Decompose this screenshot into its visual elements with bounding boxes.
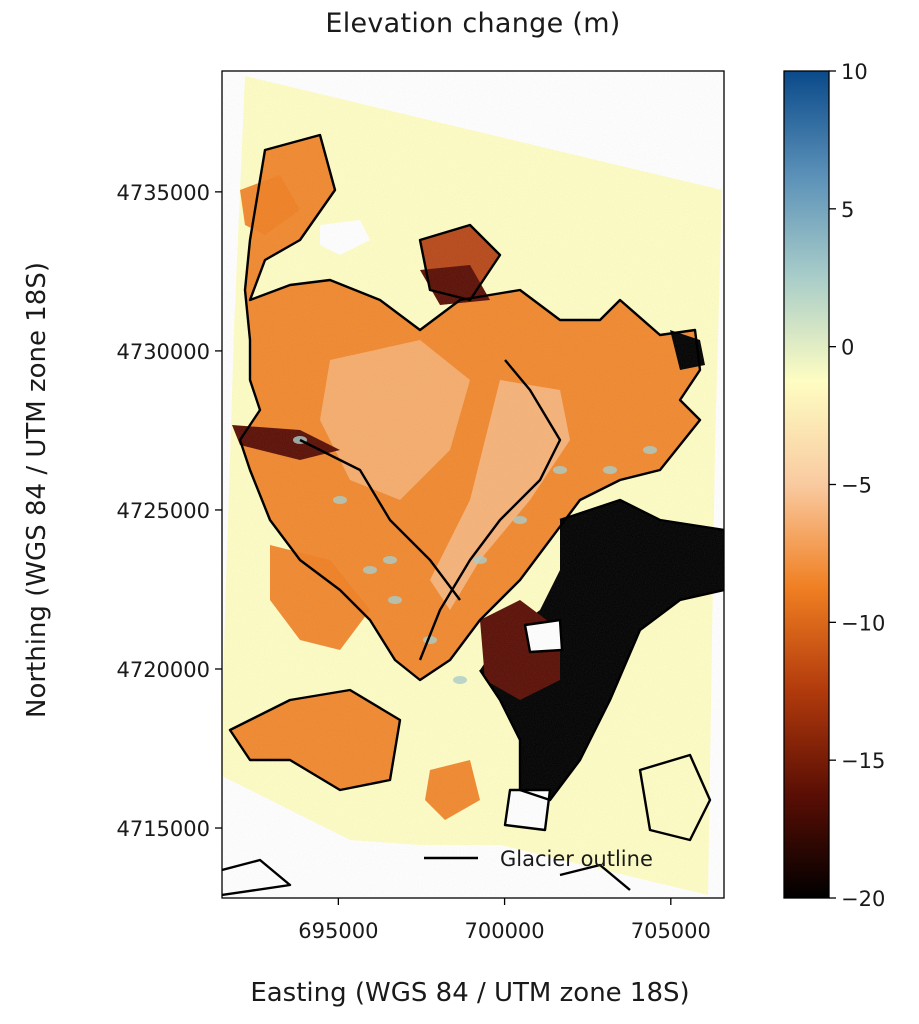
colorbar-tick-label: −15 xyxy=(841,749,885,773)
colorbar: 10 5 0 −5 −10 −15 −20 xyxy=(783,60,885,911)
plot-frame xyxy=(221,70,725,899)
glacier-outline xyxy=(418,359,562,661)
map-plot-area xyxy=(222,71,724,898)
glacier-outline xyxy=(559,863,631,891)
y-axis-ticks: 4715000 4720000 4725000 4730000 4735000 xyxy=(116,181,222,841)
glacier-outline xyxy=(638,753,712,842)
legend: Glacier outline xyxy=(424,847,653,871)
x-axis-label: Easting (WGS 84 / UTM zone 18S) xyxy=(250,978,690,1008)
colorbar-tick-label: −5 xyxy=(841,474,872,498)
glacier-outline xyxy=(523,618,564,654)
colorbar-tick-label: 5 xyxy=(841,198,854,222)
glacier-outline xyxy=(228,688,402,792)
colorbar-tick-label: −20 xyxy=(841,887,885,911)
x-axis-ticks: 695000 700000 705000 xyxy=(298,898,711,943)
colorbar-tick-label: 10 xyxy=(841,60,868,84)
glacier-outline xyxy=(222,858,292,897)
x-tick-label: 705000 xyxy=(631,919,711,943)
colorbar-tick-label: 0 xyxy=(841,336,854,360)
chart-title: Elevation change (m) xyxy=(325,8,621,39)
glacier-outline xyxy=(238,133,702,682)
glacier-outline xyxy=(503,788,552,832)
glacier-outline xyxy=(479,498,724,802)
y-tick-label: 4725000 xyxy=(116,499,210,523)
y-tick-label: 4720000 xyxy=(116,658,210,682)
glacier-outline xyxy=(418,223,502,302)
legend-label: Glacier outline xyxy=(500,847,653,871)
y-tick-label: 4735000 xyxy=(116,181,210,205)
x-tick-label: 695000 xyxy=(298,919,378,943)
texture-overlay xyxy=(222,71,724,898)
y-tick-label: 4715000 xyxy=(116,817,210,841)
colorbar-tick-label: −10 xyxy=(841,611,885,635)
colorbar-gradient xyxy=(784,71,829,898)
glacier-outline xyxy=(299,438,461,601)
x-tick-label: 700000 xyxy=(464,919,544,943)
y-tick-label: 4730000 xyxy=(116,340,210,364)
